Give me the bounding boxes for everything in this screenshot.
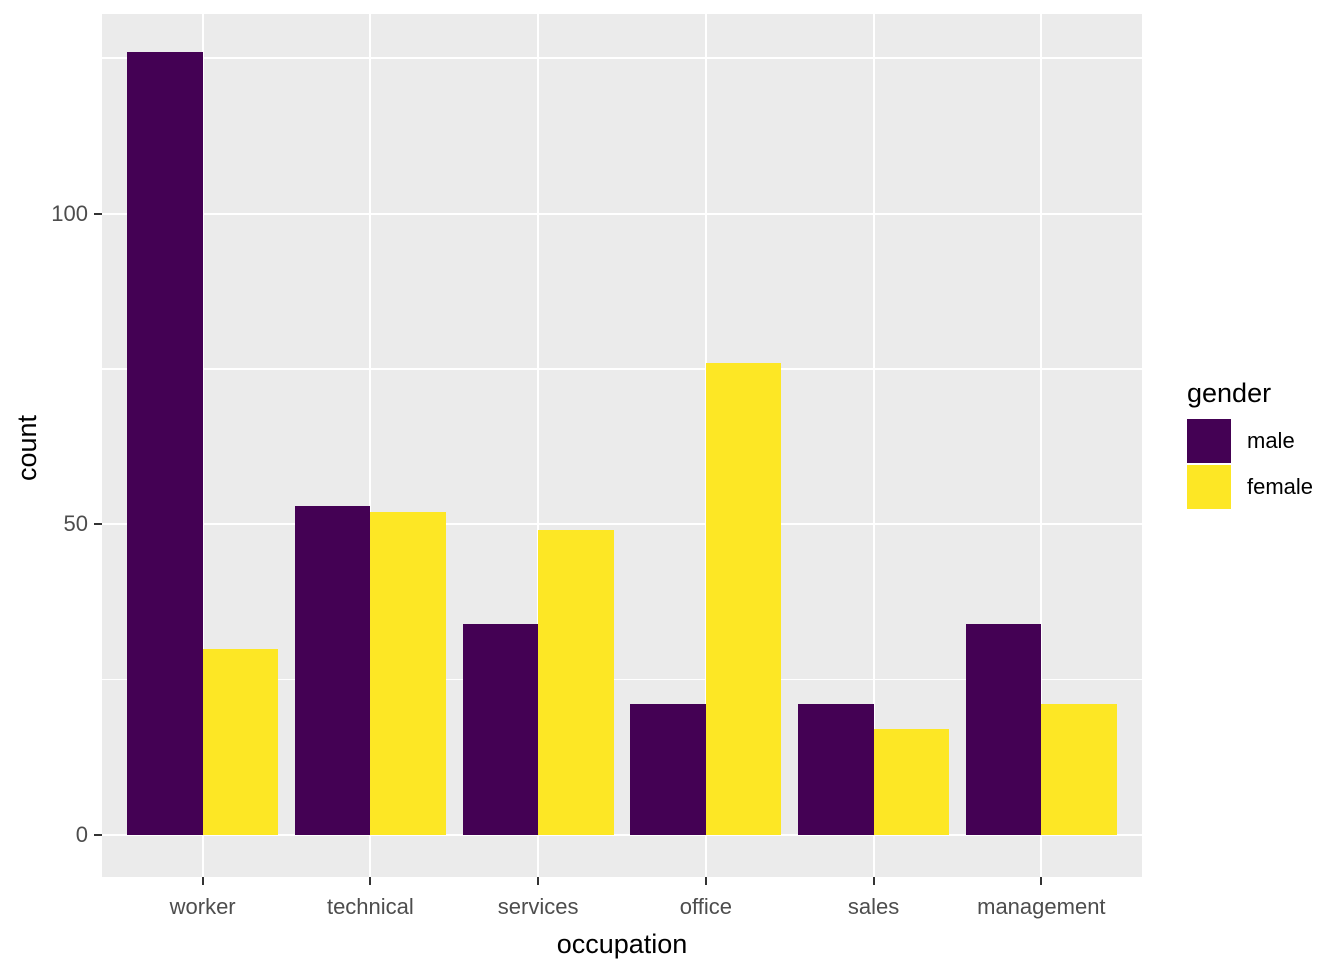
y-tick-mark: [94, 523, 102, 526]
x-tick-label-office: office: [679, 894, 732, 919]
gridline-minor: [102, 57, 1142, 59]
y-tick-label: 50: [63, 511, 88, 537]
y-tick-mark: [94, 212, 102, 215]
bar-sales-male: [798, 704, 874, 835]
y-tick-label: 100: [51, 200, 88, 226]
bar-worker-male: [127, 51, 203, 835]
bar-management-female: [1041, 704, 1117, 835]
gridline-minor: [102, 368, 1142, 370]
legend: gender male female: [1187, 377, 1313, 511]
x-tick-mark: [1040, 877, 1043, 885]
legend-swatch-female-icon: [1187, 465, 1231, 509]
bar-management-male: [965, 623, 1042, 835]
gridline-major: [102, 212, 1142, 215]
legend-label-female: female: [1247, 474, 1314, 499]
y-axis-title: count: [12, 414, 42, 482]
x-tick-label-worker: worker: [169, 894, 236, 919]
y-tick-label: 0: [75, 822, 88, 847]
y-tick-mark: [94, 834, 102, 836]
legend-title: gender: [1187, 378, 1272, 408]
bar-sales-female: [873, 729, 950, 835]
x-tick-mark: [704, 877, 707, 885]
x-tick-label-services: services: [497, 894, 579, 919]
x-axis-title: occupation: [556, 929, 688, 959]
gridline-major-x: [537, 14, 540, 877]
gridline-major-x: [872, 14, 875, 877]
legend-item-female: female: [1187, 465, 1313, 509]
legend-item-male: male: [1187, 419, 1313, 463]
legend-label-male: male: [1247, 428, 1295, 453]
x-tick-label-sales: sales: [847, 894, 900, 919]
bar-technical-female: [370, 511, 446, 835]
legend-swatch-male-icon: [1187, 419, 1231, 463]
x-tick-mark: [201, 877, 204, 885]
plot-panel: [102, 14, 1142, 877]
bar-office-female: [705, 362, 782, 835]
x-tick-label-management: management: [977, 894, 1106, 919]
bar-services-female: [538, 530, 614, 835]
gridline-major: [102, 834, 1142, 836]
x-tick-mark: [537, 877, 540, 885]
gridline-minor: [102, 678, 1142, 681]
x-tick-label-technical: technical: [326, 894, 414, 919]
bar-office-male: [630, 704, 706, 835]
bar-services-male: [462, 623, 539, 835]
gridline-major: [102, 523, 1142, 526]
x-tick-mark: [872, 877, 875, 885]
bar-worker-female: [202, 648, 279, 835]
gridline-major-x: [369, 14, 372, 877]
gridline-major-x: [201, 14, 204, 877]
bar-technical-male: [294, 505, 371, 835]
gridline-major-x: [1040, 14, 1043, 877]
x-tick-mark: [369, 877, 372, 885]
